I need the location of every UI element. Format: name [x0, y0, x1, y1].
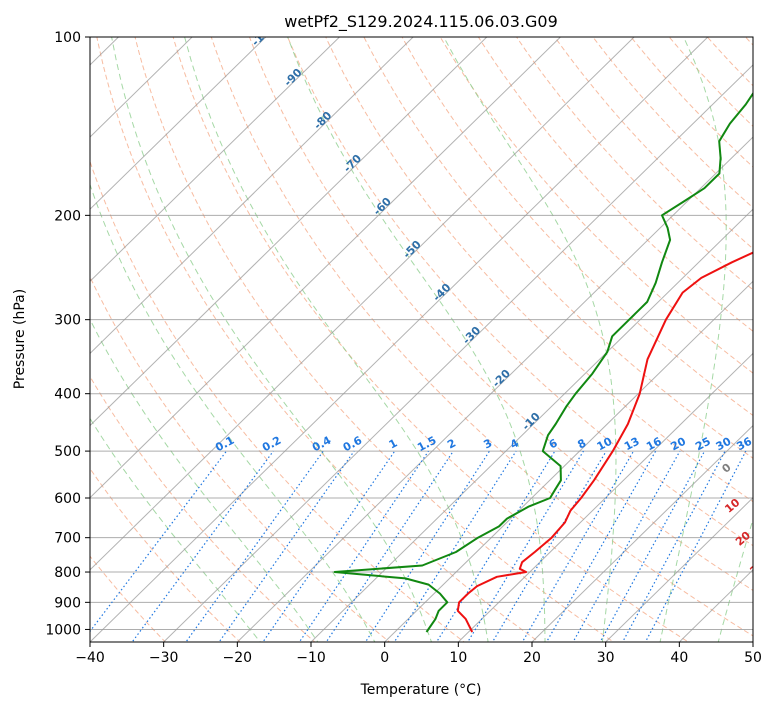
- y-tick-label: 1000: [45, 622, 81, 638]
- dry-adiabat-line: [90, 375, 316, 642]
- moist-adiabat-line: [443, 37, 617, 642]
- temperature-profile-line: [456, 251, 753, 633]
- isotherm-gridline: [531, 424, 753, 642]
- dry-adiabat-line: [554, 37, 753, 250]
- plot-area: 0.10.20.40.611.52346810131620253036-100-…: [90, 20, 768, 642]
- y-tick-label: 700: [54, 531, 81, 547]
- moist-adiabat-line: [90, 417, 261, 642]
- isotherm-gridline: [90, 37, 193, 138]
- chart-title: wetPf2_S129.2024.115.06.03.G09: [284, 12, 558, 32]
- mixing-ratio-line: [364, 450, 490, 642]
- y-tick-label: 100: [54, 30, 81, 46]
- x-tick-label: 0: [380, 650, 389, 666]
- dry-adiabat-line: [96, 37, 540, 642]
- dry-adiabat-line: [134, 37, 615, 642]
- isotherm-gridline: [310, 208, 753, 642]
- x-axis-label: Temperature (°C): [360, 682, 482, 698]
- mixing-ratio-line: [491, 450, 607, 642]
- y-tick-label: 300: [54, 313, 81, 329]
- moist-adiabat-label: 30: [748, 558, 768, 578]
- isotherm-gridline: [383, 280, 753, 642]
- dry-adiabat-line: [630, 37, 753, 168]
- moist-adiabat-line: [287, 37, 546, 642]
- dry-adiabat-line: [90, 467, 241, 642]
- dry-adiabat-line: [172, 37, 690, 642]
- isotherm-gridline: [90, 37, 709, 642]
- x-tick-label: 50: [744, 650, 762, 666]
- x-tick-label: 10: [449, 650, 467, 666]
- y-tick-label: 500: [54, 444, 81, 460]
- moist-adiabat-line: [90, 183, 376, 642]
- isotherm-gridline: [90, 37, 267, 210]
- moist-adiabat-line: [717, 517, 753, 642]
- mixing-ratio-line: [298, 450, 429, 642]
- dewpoint-profile-line: [333, 91, 753, 633]
- dry-adiabat-line: [325, 37, 753, 503]
- mixing-ratio-line: [325, 450, 454, 642]
- dry-adiabat-line: [90, 160, 465, 642]
- y-tick-label: 600: [54, 491, 81, 507]
- dry-adiabat-line: [90, 275, 391, 642]
- mixing-ratio-line: [521, 450, 635, 642]
- mixing-ratio-line: [185, 450, 324, 642]
- mixing-ratio-label: 25: [693, 435, 713, 454]
- dry-adiabat-line: [210, 37, 753, 637]
- x-tick-label: 40: [670, 650, 688, 666]
- y-tick-label: 400: [54, 387, 81, 403]
- isotherm-gridline: [457, 352, 753, 642]
- mixing-ratio-line: [545, 450, 657, 642]
- dry-adiabat-line: [668, 37, 753, 128]
- isotherm-gridline: [90, 37, 562, 499]
- isotherm-gridline: [604, 497, 753, 642]
- isotherm-gridline: [90, 37, 414, 355]
- dry-adiabat-line: [363, 37, 753, 459]
- mixing-ratio-line: [262, 450, 396, 642]
- mixing-ratio-line: [218, 450, 355, 642]
- mixing-ratio-label: 36: [734, 434, 754, 453]
- moist-adiabat-line: [90, 318, 319, 642]
- x-tick-label: −40: [75, 650, 105, 666]
- isotherm-gridline: [90, 37, 635, 571]
- mixing-ratio-label: 16: [644, 435, 664, 454]
- x-tick-label: 20: [523, 650, 541, 666]
- mixing-ratio-label: 13: [622, 435, 642, 454]
- isotherm-gridline: [90, 37, 488, 427]
- x-tick-label: −30: [149, 650, 179, 666]
- y-tick-label: 900: [54, 595, 81, 611]
- dry-adiabat-line: [477, 37, 753, 332]
- axes-border: [89, 36, 754, 643]
- y-axis-label: Pressure (hPa): [12, 289, 28, 389]
- y-tick-label: 800: [54, 565, 81, 581]
- moist-adiabat-line: [659, 37, 727, 642]
- axes-frame: [89, 36, 754, 643]
- mixing-ratio-label: 30: [714, 435, 734, 454]
- x-tick-label: −20: [223, 650, 253, 666]
- dry-adiabat-line: [248, 37, 753, 592]
- mixing-ratio-line: [393, 450, 517, 642]
- mixing-ratio-line: [599, 450, 706, 642]
- x-tick-label: 30: [597, 650, 615, 666]
- axis-ticks: −40 −30 −20 −10 0 10 20 30 40 50 1000 900 800 700 600 5…: [45, 30, 762, 666]
- y-tick-label: 200: [54, 208, 81, 224]
- mixing-ratio-line: [572, 450, 681, 642]
- isotherm-label: -100: [249, 20, 278, 49]
- isotherm-gridline: [90, 37, 341, 283]
- x-tick-label: −10: [296, 650, 326, 666]
- isotherm-gridline: [236, 136, 753, 642]
- mixing-ratio-label: 20: [668, 435, 688, 454]
- dry-adiabat-line: [401, 37, 753, 417]
- mixing-ratio-line: [90, 450, 227, 633]
- mixing-ratio-label: 10: [595, 435, 615, 454]
- isotherm-gridline: [162, 64, 753, 642]
